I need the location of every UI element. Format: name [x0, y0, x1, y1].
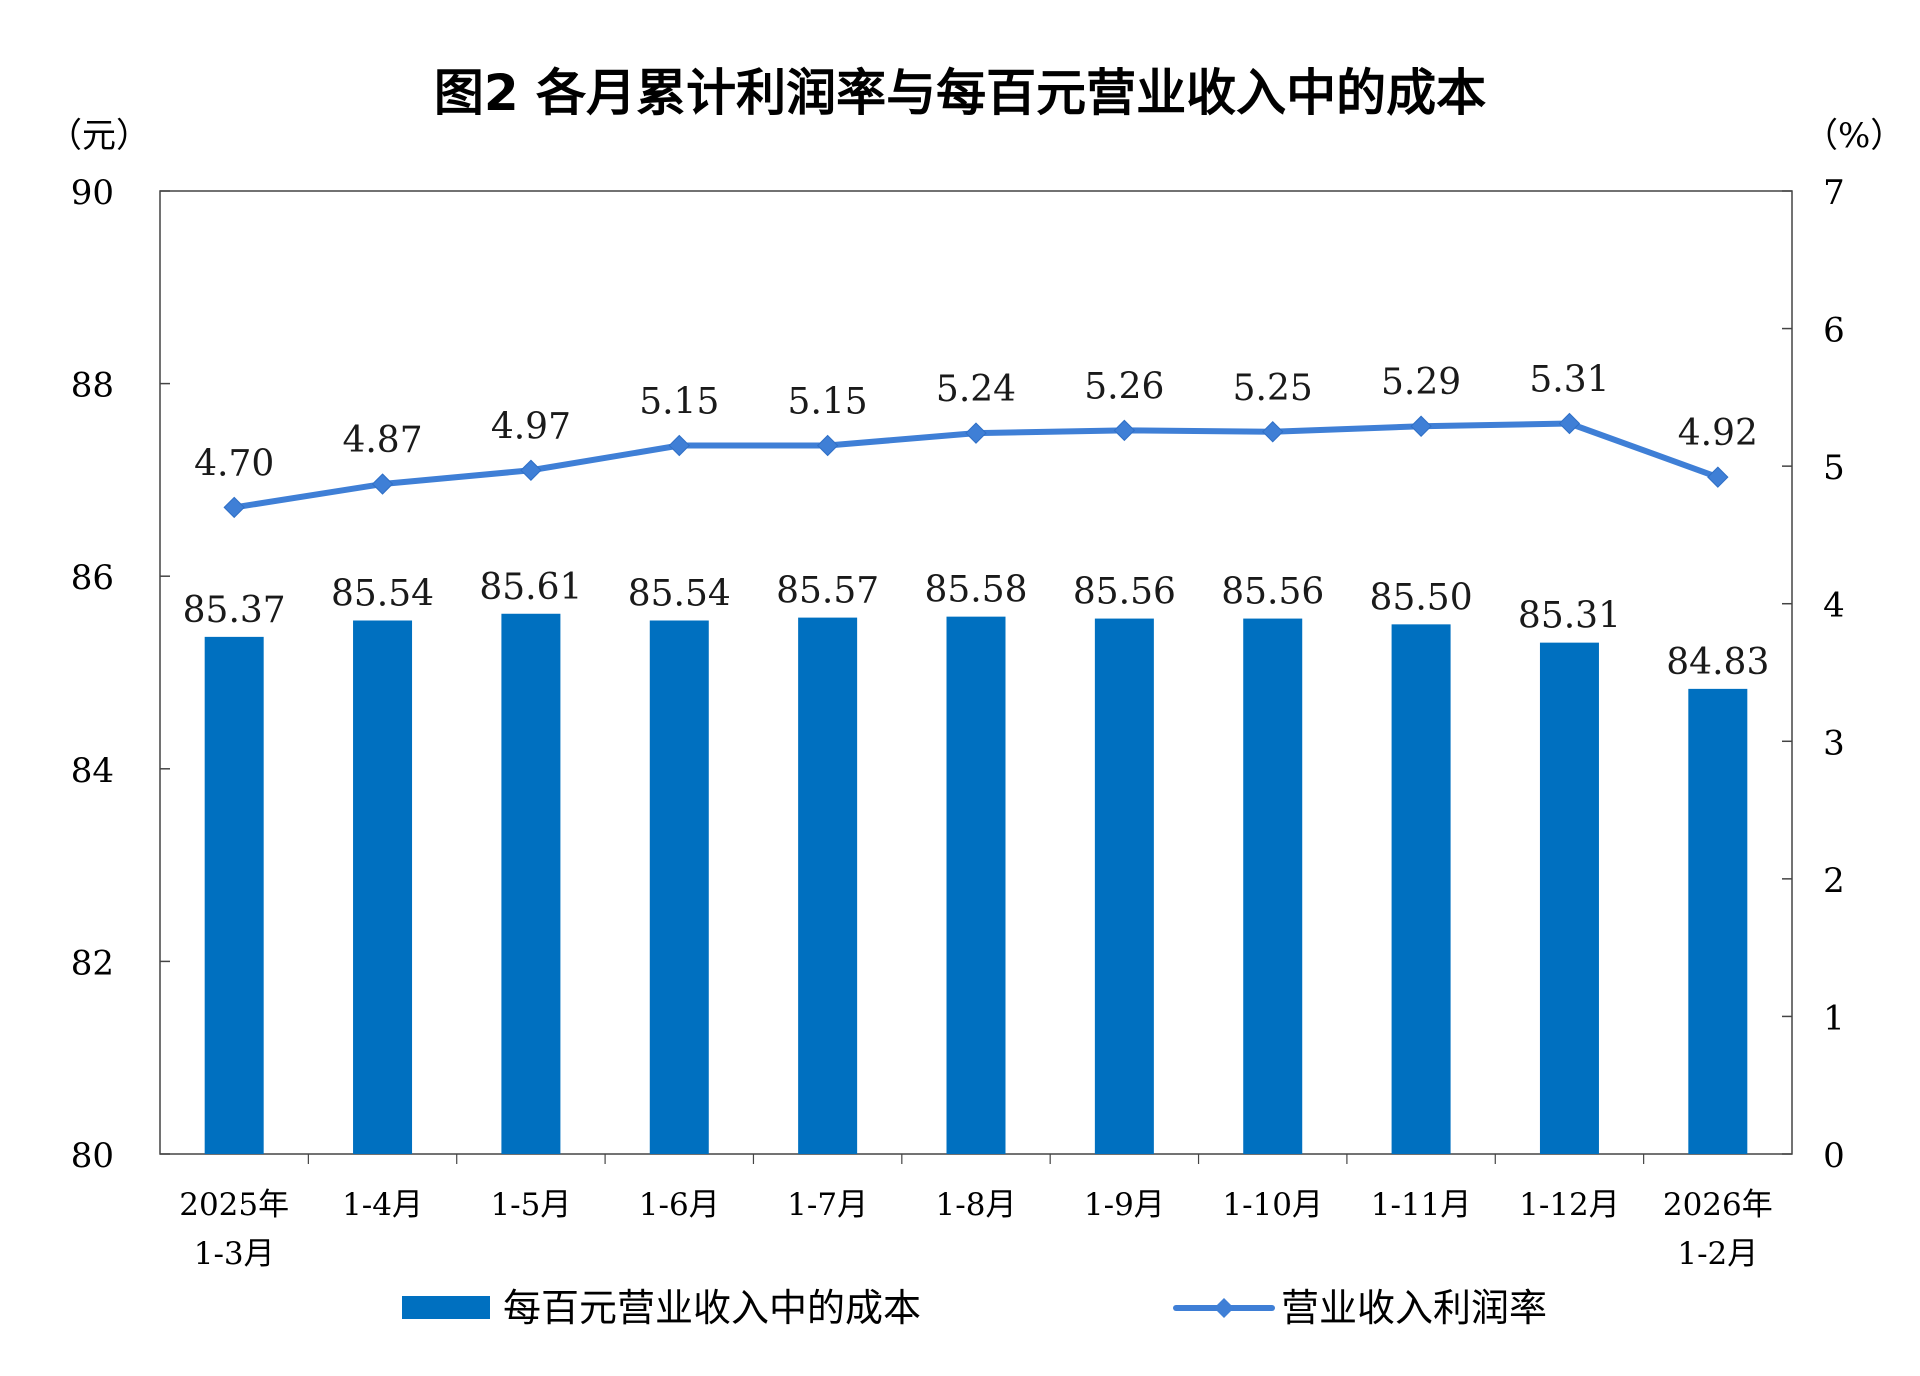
left-axis-tick-label-0: 80	[71, 1136, 114, 1176]
x-axis-label-line-8-0: 1-11月	[1371, 1187, 1472, 1223]
line-label-8: 5.29	[1381, 362, 1461, 403]
right-axis-unit: （%）	[1804, 116, 1904, 156]
right-axis-tick-label-7: 7	[1823, 173, 1845, 213]
x-axis-label-line-6-0: 1-9月	[1084, 1187, 1165, 1223]
right-axis-tick-label-4: 4	[1823, 586, 1845, 626]
x-axis-label-7: 1-10月	[1222, 1187, 1323, 1223]
bar-10	[1688, 688, 1748, 1154]
left-axis-tick-label-3: 86	[71, 558, 114, 598]
bar-label-2: 85.61	[479, 567, 582, 608]
x-axis-label-9: 1-12月	[1519, 1187, 1620, 1223]
right-axis-tick-label-3: 3	[1823, 723, 1845, 763]
bar-label-1: 85.54	[331, 573, 434, 614]
line-point-7	[1262, 421, 1284, 443]
x-axis-label-line-5-0: 1-8月	[936, 1187, 1017, 1223]
bar-label-4: 85.57	[776, 571, 879, 612]
x-axis-label-line-0-1: 1-3月	[194, 1236, 275, 1272]
x-axis-label-line-0-0: 2025年	[179, 1187, 289, 1223]
x-axis-label-line-9-0: 1-12月	[1519, 1187, 1620, 1223]
line-label-10: 4.92	[1678, 413, 1758, 454]
bar-1	[353, 620, 413, 1154]
x-axis-label-line-10-1: 1-2月	[1677, 1236, 1758, 1272]
legend-line-marker	[1214, 1298, 1234, 1318]
legend: 每百元营业收入中的成本 营业收入利润率	[402, 1286, 1547, 1330]
legend-bar-swatch	[402, 1296, 490, 1319]
line-label-9: 5.31	[1529, 359, 1609, 400]
x-axis-label-0: 2025年 1-3月	[179, 1187, 289, 1272]
x-axis-label-2: 1-5月	[490, 1187, 571, 1223]
bar-3	[649, 620, 709, 1154]
right-axis-tick-label-5: 5	[1823, 448, 1845, 488]
line-point-10	[1707, 466, 1729, 488]
bar-label-0: 85.37	[183, 590, 286, 631]
x-axis-label-line-10-0: 2026年	[1663, 1187, 1773, 1223]
x-axis-label-4: 1-7月	[787, 1187, 868, 1223]
bar-5	[946, 616, 1006, 1154]
left-axis-tick-label-1: 82	[71, 943, 114, 983]
left-axis-unit: （元）	[48, 116, 150, 156]
bar-7	[1243, 618, 1303, 1154]
bar-label-10: 84.83	[1666, 642, 1769, 683]
x-axis-label-6: 1-9月	[1084, 1187, 1165, 1223]
line-label-5: 5.24	[936, 369, 1016, 410]
right-axis-tick-label-6: 6	[1823, 311, 1845, 351]
bar-4	[798, 617, 858, 1154]
line-label-4: 5.15	[788, 382, 868, 423]
plot-area: 80 82 84 86 88 90 0 1 2 3 4 5 6 7 2025年 1-3月 1-4月 1-5月 1-6…	[71, 173, 1845, 1272]
left-axis-tick-label-5: 90	[71, 173, 114, 213]
x-axis-label-1: 1-4月	[342, 1187, 423, 1223]
line-point-9	[1558, 412, 1581, 435]
bar-label-6: 85.56	[1073, 572, 1176, 613]
line-point-0	[223, 496, 245, 519]
line-label-1: 4.87	[342, 420, 422, 461]
bar-8	[1391, 624, 1451, 1154]
bar-label-7: 85.56	[1221, 572, 1324, 613]
right-axis-tick-label-2: 2	[1823, 861, 1845, 901]
line-label-2: 4.97	[491, 406, 571, 447]
x-axis-label-5: 1-8月	[936, 1187, 1017, 1223]
bar-label-3: 85.54	[628, 573, 731, 614]
x-axis-label-line-3-0: 1-6月	[639, 1187, 720, 1223]
line-label-7: 5.25	[1233, 368, 1313, 409]
x-axis-label-3: 1-6月	[639, 1187, 720, 1223]
bar-label-5: 85.58	[924, 570, 1027, 611]
x-axis-label-line-1-0: 1-4月	[342, 1187, 423, 1223]
bar-2	[501, 613, 561, 1154]
x-axis-label-line-7-0: 1-10月	[1222, 1187, 1323, 1223]
right-axis-tick-label-1: 1	[1823, 998, 1845, 1038]
x-axis-label-10: 2026年 1-2月	[1663, 1187, 1773, 1272]
right-axis-tick-label-0: 0	[1823, 1136, 1845, 1176]
line-point-8	[1410, 415, 1432, 437]
line-point-4	[816, 434, 839, 457]
line-point-2	[520, 459, 542, 481]
line-point-5	[965, 422, 987, 444]
left-axis-tick-label-4: 88	[71, 366, 114, 406]
x-axis-label-8: 1-11月	[1371, 1187, 1472, 1223]
line-label-6: 5.26	[1084, 366, 1164, 407]
line-point-1	[371, 473, 394, 495]
chart-title: 图2 各月累计利润率与每百元营业收入中的成本	[434, 64, 1486, 122]
legend-bar-label: 每百元营业收入中的成本	[503, 1286, 921, 1330]
bar-label-8: 85.50	[1370, 577, 1473, 618]
bar-9	[1539, 642, 1599, 1154]
line-label-0: 4.70	[194, 443, 274, 484]
x-axis-label-line-4-0: 1-7月	[787, 1187, 868, 1223]
line-label-3: 5.15	[639, 382, 719, 423]
line-point-3	[668, 434, 690, 457]
x-axis-label-line-2-0: 1-5月	[490, 1187, 571, 1223]
line-point-6	[1113, 419, 1136, 442]
bar-6	[1094, 618, 1154, 1154]
bar-label-9: 85.31	[1518, 596, 1621, 637]
bar-0	[204, 636, 264, 1154]
legend-line-label: 营业收入利润率	[1281, 1286, 1547, 1330]
left-axis-tick-label-2: 84	[71, 751, 114, 791]
